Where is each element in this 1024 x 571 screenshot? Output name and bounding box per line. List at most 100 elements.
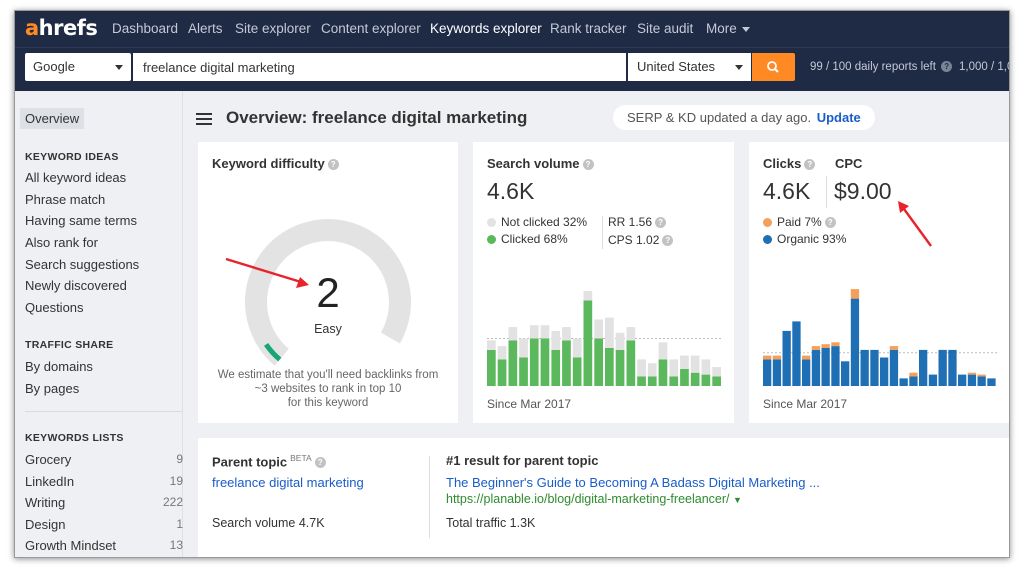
chart-bar-not-clicked[interactable] bbox=[647, 363, 657, 377]
help-icon[interactable]: ? bbox=[804, 159, 816, 171]
chart-bar-not-clicked[interactable] bbox=[540, 325, 550, 339]
chart-bar-paid[interactable] bbox=[977, 374, 986, 377]
nav-keywords-explorer[interactable]: Keywords explorer bbox=[430, 21, 542, 36]
chart-bar-organic[interactable] bbox=[792, 321, 801, 386]
chart-bar-clicked[interactable] bbox=[572, 357, 582, 387]
chart-bar-not-clicked[interactable] bbox=[572, 338, 582, 358]
chart-bar-organic[interactable] bbox=[919, 349, 928, 386]
chart-bar-clicked[interactable] bbox=[626, 340, 636, 386]
chart-bar-clicked[interactable] bbox=[701, 374, 711, 386]
chart-bar-organic[interactable] bbox=[870, 349, 879, 386]
search-button[interactable] bbox=[752, 53, 795, 81]
chart-bar-not-clicked[interactable] bbox=[701, 359, 711, 375]
nav-content-explorer[interactable]: Content explorer bbox=[321, 21, 421, 36]
chart-bar-organic[interactable] bbox=[782, 330, 791, 386]
chart-bar-clicked[interactable] bbox=[637, 376, 646, 387]
chart-bar-clicked[interactable] bbox=[562, 340, 571, 386]
chart-bar-not-clicked[interactable] bbox=[551, 330, 561, 350]
chart-bar-organic[interactable] bbox=[850, 298, 860, 386]
country-select[interactable]: United States bbox=[628, 53, 751, 81]
nav-rank-tracker[interactable]: Rank tracker bbox=[550, 21, 627, 36]
ahrefs-logo[interactable]: ahrefs bbox=[25, 16, 98, 40]
chart-bar-not-clicked[interactable] bbox=[690, 355, 700, 373]
chart-bar-organic[interactable] bbox=[948, 349, 957, 386]
top-result-link[interactable]: The Beginner's Guide to Becoming A Badas… bbox=[446, 475, 820, 490]
chart-bar-not-clicked[interactable] bbox=[712, 367, 721, 377]
chart-bar-organic[interactable] bbox=[821, 348, 830, 386]
parent-topic-link[interactable]: freelance digital marketing bbox=[212, 475, 364, 490]
chart-bar-organic[interactable] bbox=[880, 357, 889, 387]
chart-bar-not-clicked[interactable] bbox=[529, 325, 539, 339]
chart-bar-paid[interactable] bbox=[967, 372, 977, 375]
sidebar-item-having-same-terms[interactable]: Having same terms bbox=[25, 213, 137, 228]
help-icon[interactable]: ? bbox=[327, 159, 339, 171]
chart-bar-not-clicked[interactable] bbox=[605, 317, 614, 348]
chart-bar-clicked[interactable] bbox=[529, 338, 539, 387]
chart-bar-paid[interactable] bbox=[821, 344, 830, 348]
nav-site-explorer[interactable]: Site explorer bbox=[235, 21, 311, 36]
chart-bar-organic[interactable] bbox=[802, 359, 811, 386]
sidebar-item-phrase-match[interactable]: Phrase match bbox=[25, 192, 106, 207]
chart-bar-organic[interactable] bbox=[831, 346, 840, 386]
caret-down-icon[interactable]: ▼ bbox=[732, 495, 742, 505]
chart-bar-paid[interactable] bbox=[850, 289, 860, 299]
chart-bar-organic[interactable] bbox=[987, 378, 996, 386]
chart-bar-not-clicked[interactable] bbox=[497, 346, 507, 360]
nav-alerts[interactable]: Alerts bbox=[188, 21, 223, 36]
chart-bar-paid[interactable] bbox=[802, 355, 811, 360]
sidebar-item-search-suggestions[interactable]: Search suggestions bbox=[25, 257, 140, 272]
chart-bar-not-clicked[interactable] bbox=[487, 340, 496, 350]
keyword-input[interactable] bbox=[133, 53, 626, 81]
sidebar-item-newly-discovered[interactable]: Newly discovered bbox=[25, 278, 127, 293]
chart-bar-clicked[interactable] bbox=[669, 376, 679, 387]
sidebar-item-all-keyword-ideas[interactable]: All keyword ideas bbox=[25, 170, 127, 185]
chart-bar-clicked[interactable] bbox=[497, 359, 507, 386]
chart-bar-organic[interactable] bbox=[977, 376, 986, 387]
chart-bar-paid[interactable] bbox=[831, 342, 840, 347]
sidebar-item-by-pages[interactable]: By pages bbox=[25, 381, 80, 396]
chart-bar-clicked[interactable] bbox=[712, 376, 721, 387]
sidebar-list-grocery[interactable]: Grocery 9 bbox=[25, 452, 183, 467]
chart-bar-organic[interactable] bbox=[772, 359, 782, 386]
chart-bar-paid[interactable] bbox=[889, 346, 899, 350]
chart-bar-clicked[interactable] bbox=[540, 338, 550, 387]
chart-bar-clicked[interactable] bbox=[551, 349, 561, 386]
chart-bar-clicked[interactable] bbox=[583, 300, 593, 387]
update-link[interactable]: Update bbox=[816, 110, 861, 125]
chart-bar-paid[interactable] bbox=[772, 355, 782, 360]
chart-bar-paid[interactable] bbox=[763, 355, 772, 360]
sidebar-item-also-rank-for[interactable]: Also rank for bbox=[25, 235, 98, 250]
chart-bar-not-clicked[interactable] bbox=[594, 319, 603, 339]
chart-bar-organic[interactable] bbox=[958, 374, 967, 386]
sidebar-list-linkedin[interactable]: LinkedIn 19 bbox=[25, 474, 183, 489]
sidebar-list-growth-mindset[interactable]: Growth Mindset 13 bbox=[25, 538, 183, 553]
chart-bar-not-clicked[interactable] bbox=[658, 342, 668, 360]
chart-bar-organic[interactable] bbox=[889, 349, 899, 386]
chart-bar-not-clicked[interactable] bbox=[583, 291, 593, 301]
chart-bar-clicked[interactable] bbox=[647, 376, 657, 387]
chart-bar-not-clicked[interactable] bbox=[508, 327, 518, 341]
hamburger-icon[interactable] bbox=[196, 113, 212, 125]
chart-bar-clicked[interactable] bbox=[615, 349, 625, 386]
chart-bar-clicked[interactable] bbox=[605, 348, 614, 386]
sidebar-list-design[interactable]: Design 1 bbox=[25, 517, 183, 532]
chart-bar-organic[interactable] bbox=[763, 359, 772, 386]
chart-bar-paid[interactable] bbox=[811, 346, 821, 350]
chart-bar-organic[interactable] bbox=[909, 376, 918, 387]
chart-bar-organic[interactable] bbox=[938, 349, 947, 386]
chart-bar-clicked[interactable] bbox=[508, 340, 518, 386]
sidebar-item-by-domains[interactable]: By domains bbox=[25, 359, 93, 374]
chart-bar-organic[interactable] bbox=[899, 378, 908, 386]
chart-bar-not-clicked[interactable] bbox=[637, 359, 646, 377]
chart-bar-clicked[interactable] bbox=[594, 338, 603, 387]
help-icon[interactable]: ? bbox=[662, 235, 674, 247]
chart-bar-clicked[interactable] bbox=[519, 357, 528, 387]
chart-bar-not-clicked[interactable] bbox=[562, 327, 571, 341]
chart-bar-not-clicked[interactable] bbox=[680, 355, 689, 369]
chart-bar-organic[interactable] bbox=[841, 361, 850, 386]
nav-dashboard[interactable]: Dashboard bbox=[112, 21, 179, 36]
sidebar-item-questions[interactable]: Questions bbox=[25, 300, 84, 315]
chart-bar-not-clicked[interactable] bbox=[519, 338, 528, 358]
chart-bar-paid[interactable] bbox=[909, 372, 918, 377]
chart-bar-clicked[interactable] bbox=[690, 372, 700, 386]
